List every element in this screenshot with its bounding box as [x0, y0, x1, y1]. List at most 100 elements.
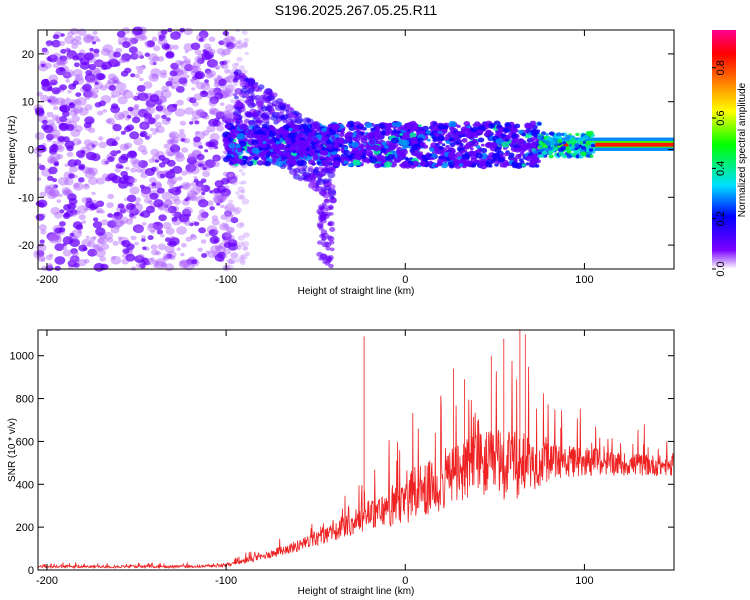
spectral-blob	[190, 42, 201, 51]
spectral-blob	[120, 153, 129, 161]
spectral-blob	[437, 140, 443, 145]
spectrogram-marks	[33, 26, 674, 272]
spectral-blob	[237, 40, 241, 45]
spectral-blob	[236, 133, 245, 140]
spectral-blob	[72, 182, 84, 191]
spectral-blob	[248, 155, 254, 160]
spectral-blob	[239, 258, 246, 263]
spectral-blob	[142, 97, 148, 102]
spectral-blob	[107, 220, 117, 228]
spectral-blob	[183, 206, 193, 215]
spectral-blob	[84, 73, 96, 82]
spectral-blob	[113, 79, 119, 84]
spectral-blob	[176, 99, 184, 106]
spectral-blob	[180, 261, 185, 265]
spectral-blob	[51, 87, 61, 95]
spectral-blob	[237, 241, 245, 248]
spectral-blob	[93, 262, 105, 272]
spectral-blob	[85, 151, 97, 161]
spectral-blob	[193, 221, 200, 226]
spectral-blob	[107, 73, 117, 81]
spectral-blob	[244, 51, 249, 56]
spectral-blob	[219, 192, 229, 200]
spectral-blob	[96, 177, 106, 185]
spectral-blob	[230, 214, 235, 219]
spectral-blob	[225, 234, 235, 242]
spectral-blob	[233, 93, 238, 97]
spectral-blob	[235, 121, 241, 126]
spectral-blob	[235, 258, 241, 263]
spectral-blob	[218, 198, 224, 203]
spectral-blob	[168, 131, 179, 140]
spectral-blob	[119, 208, 127, 214]
spectral-blob	[222, 223, 229, 229]
spectral-blob	[178, 60, 185, 66]
spectral-blob	[245, 99, 254, 106]
spectral-blob	[74, 125, 83, 132]
spectral-blob	[63, 204, 72, 211]
spectral-blob	[225, 87, 232, 94]
spectral-blob	[233, 209, 240, 215]
spectral-blob	[541, 131, 547, 136]
spectral-blob	[447, 131, 456, 138]
tone-band-core	[562, 142, 674, 147]
spectral-blob	[229, 128, 235, 133]
spectral-blob	[149, 60, 156, 66]
spectral-blob	[55, 97, 66, 106]
spectral-blob	[256, 160, 264, 166]
spectral-blob	[98, 100, 106, 107]
spectral-blob	[170, 85, 175, 89]
spectral-blob	[84, 95, 91, 101]
colorbar-tick-label: 0.4	[715, 161, 727, 176]
spectral-blob	[166, 139, 174, 145]
spectral-blob	[124, 142, 133, 149]
spectral-blob	[122, 41, 131, 48]
spectral-blob	[207, 70, 217, 78]
spectral-blob	[171, 76, 180, 84]
spectral-blob	[178, 77, 188, 85]
spectral-blob	[74, 35, 82, 42]
spectral-blob	[114, 111, 125, 121]
spectral-blob	[48, 184, 56, 190]
spectral-blob	[157, 56, 165, 62]
spectral-blob	[139, 263, 146, 269]
spectral-blob	[145, 205, 155, 214]
spectral-blob	[409, 132, 417, 138]
spectral-blob	[59, 115, 67, 123]
spectral-blob	[318, 226, 324, 231]
spectral-blob	[98, 141, 107, 149]
spectral-blob	[70, 211, 77, 217]
spectral-blob	[129, 217, 134, 221]
spectral-blob	[355, 133, 362, 138]
spectral-blob	[189, 78, 195, 83]
spectral-blob	[128, 37, 137, 44]
spectral-blob	[433, 136, 438, 141]
spectral-blob	[586, 132, 590, 135]
spectral-blob	[59, 104, 71, 113]
spectral-blob	[83, 258, 90, 264]
spectral-blob	[185, 236, 192, 242]
spectral-blob	[195, 109, 205, 116]
y-tick-label: 1000	[10, 351, 34, 363]
spectral-blob	[170, 31, 181, 40]
spectral-blob	[327, 171, 336, 179]
spectral-blob	[282, 151, 291, 158]
spectral-blob	[78, 165, 85, 171]
spectral-blob	[228, 173, 233, 178]
spectral-blob	[517, 154, 522, 157]
spectral-blob	[189, 97, 197, 104]
spectral-blob	[170, 81, 180, 90]
spectral-blob	[139, 65, 146, 71]
spectral-blob	[65, 72, 72, 78]
spectral-blob	[45, 184, 51, 190]
spectral-blob	[194, 71, 205, 80]
spectral-blob	[257, 134, 266, 141]
spectral-blob	[150, 68, 161, 77]
spectral-blob	[241, 180, 247, 185]
spectral-blob	[144, 135, 151, 140]
spectral-blob	[106, 117, 115, 125]
spectral-blob	[534, 141, 538, 145]
spectral-blob	[132, 26, 143, 36]
spectral-blob	[201, 51, 212, 61]
spectral-blob	[64, 35, 75, 45]
